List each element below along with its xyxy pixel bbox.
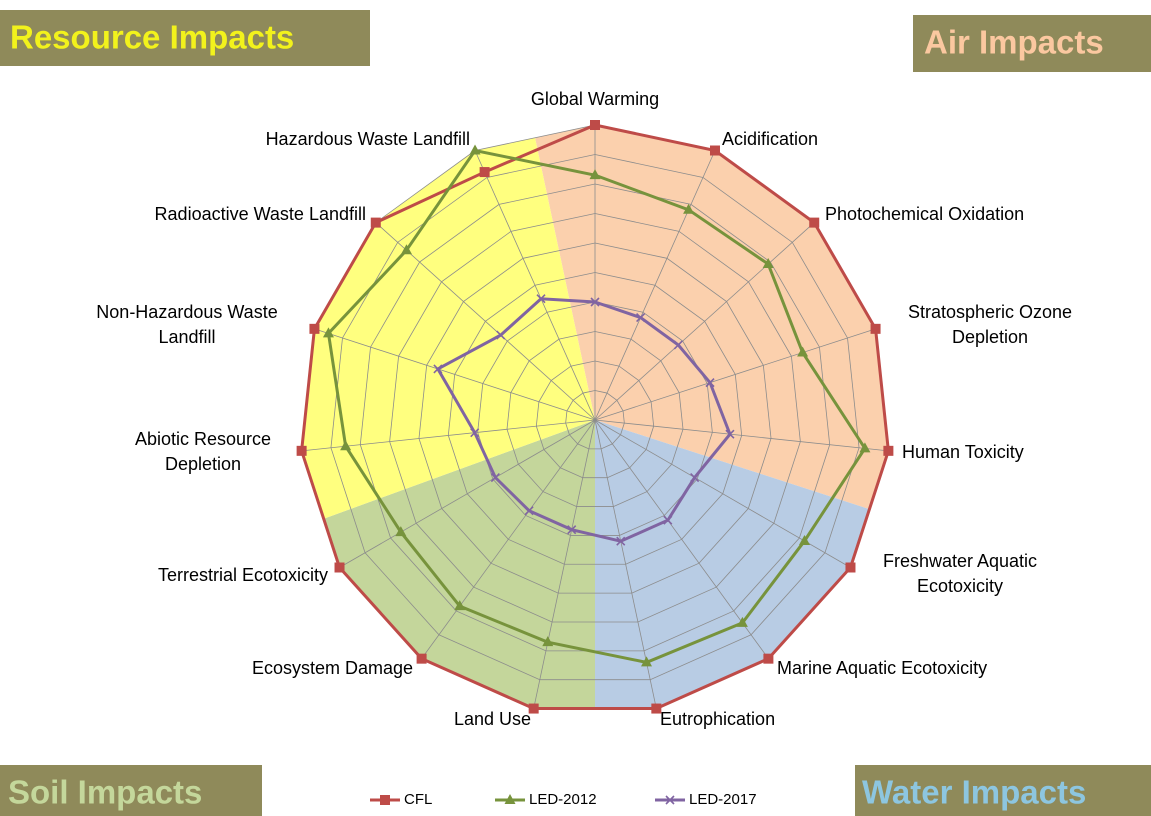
marker [536, 294, 546, 304]
marker [322, 327, 334, 338]
marker [651, 703, 662, 714]
spoke [474, 150, 596, 421]
marker [673, 340, 683, 350]
category-label: Hazardous Waste Landfill [266, 129, 470, 149]
spoke [314, 328, 596, 421]
marker [797, 346, 809, 357]
marker [334, 562, 345, 573]
spoke [533, 419, 596, 709]
spoke [301, 419, 596, 452]
marker [641, 656, 653, 667]
marker [736, 616, 748, 627]
marker [883, 445, 894, 456]
corner-box [0, 765, 262, 816]
marker [725, 429, 735, 439]
spoke [594, 328, 876, 421]
spoke [421, 419, 596, 659]
sector [301, 420, 595, 709]
category-label: Marine Aquatic Ecotoxicity [777, 658, 987, 678]
marker [870, 323, 881, 334]
marker [859, 442, 871, 453]
marker [370, 217, 381, 228]
marker [490, 472, 500, 483]
marker [590, 120, 600, 130]
spoke [594, 222, 815, 421]
category-label: Terrestrial Ecotoxicity [158, 565, 328, 585]
category-label: Eutrophication [660, 709, 775, 729]
category-label: Abiotic Resource Depletion [135, 429, 271, 474]
spoke [594, 419, 769, 659]
legend-marker [504, 794, 516, 804]
marker [567, 525, 577, 535]
marker [690, 472, 700, 483]
marker [296, 445, 307, 456]
marker [433, 364, 443, 374]
marker [469, 144, 481, 155]
marker [589, 169, 601, 180]
marker [454, 600, 466, 611]
corner-box [855, 765, 1151, 816]
marker [340, 440, 352, 451]
grid-ring [506, 331, 684, 507]
category-label: Photochemical Oxidation [825, 204, 1024, 224]
grid-ring [447, 272, 743, 565]
legend-marker [665, 795, 675, 805]
grid-ring [418, 242, 772, 594]
grid-ring [389, 213, 801, 623]
series-line [300, 123, 890, 711]
category-label: Land Use [454, 709, 531, 729]
spoke [339, 419, 596, 568]
marker [309, 323, 320, 334]
spoke [594, 150, 716, 421]
marker [763, 653, 774, 664]
spoke [594, 419, 889, 452]
category-label: Human Toxicity [902, 442, 1024, 462]
marker [590, 297, 600, 307]
category-label: Global Warming [531, 89, 659, 109]
spoke [375, 222, 596, 421]
legend-label: LED-2012 [529, 791, 597, 808]
marker [705, 378, 715, 388]
marker [616, 536, 626, 546]
marker [470, 428, 480, 438]
marker [528, 703, 539, 714]
category-label: Ecosystem Damage [252, 658, 413, 678]
marker [479, 167, 490, 178]
category-label: Non-Hazardous Waste Landfill [96, 302, 277, 347]
legend-label: CFL [404, 791, 432, 808]
category-label: Radioactive Waste Landfill [155, 204, 366, 224]
corner-label: Air Impacts [924, 24, 1104, 61]
corner-box [0, 10, 370, 66]
grid-ring [535, 360, 655, 479]
marker [809, 217, 820, 228]
corner-box [913, 15, 1151, 72]
marker [542, 636, 554, 647]
marker [400, 244, 412, 255]
marker [524, 506, 534, 516]
marker [636, 313, 646, 323]
legend-marker [380, 795, 390, 805]
corner-label: Soil Impacts [8, 774, 202, 811]
category-label: Stratospheric Ozone Depletion [908, 302, 1072, 347]
category-label: Acidification [722, 129, 818, 149]
grid-ring [565, 390, 625, 450]
series-line [326, 148, 867, 664]
corner-label: Resource Impacts [10, 19, 294, 56]
marker [683, 203, 695, 214]
marker [395, 526, 407, 537]
corner-label: Water Impacts [862, 774, 1086, 811]
category-label: Freshwater Aquatic Ecotoxicity [883, 551, 1037, 596]
series-line [435, 297, 732, 543]
marker [762, 258, 774, 269]
marker [663, 515, 673, 525]
marker [798, 534, 810, 545]
legend-label: LED-2017 [689, 791, 757, 808]
marker [845, 562, 856, 573]
marker [496, 330, 506, 340]
marker [416, 653, 427, 664]
sector [301, 125, 595, 557]
marker [709, 145, 720, 156]
